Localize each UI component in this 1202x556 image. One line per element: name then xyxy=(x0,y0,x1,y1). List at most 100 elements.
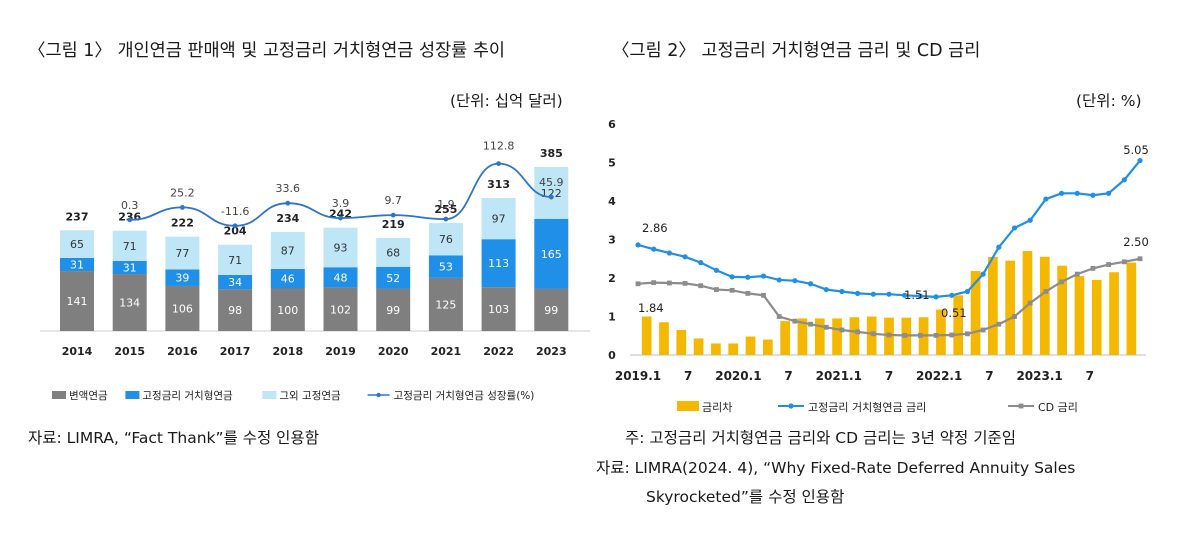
cd-rate-point xyxy=(745,291,751,296)
data-label: 0.51 xyxy=(941,306,967,320)
growth-point xyxy=(390,212,396,218)
annuity-rate-point xyxy=(776,277,782,283)
bar-segment xyxy=(270,231,305,269)
growth-value-label: 9.7 xyxy=(384,194,402,207)
legend-swatch xyxy=(125,391,140,399)
bar-value-label: 93 xyxy=(334,241,348,254)
x-tick-label: 2016 xyxy=(167,345,198,358)
x-tick-label: 2015 xyxy=(114,345,145,358)
bar-value-label: 31 xyxy=(123,261,137,274)
spread-bar xyxy=(659,322,669,355)
bar-segment xyxy=(481,287,516,331)
spread-bar xyxy=(970,271,981,355)
growth-value-label: 1.9 xyxy=(437,198,455,211)
cd-rate-point xyxy=(855,329,861,335)
cd-rate-point xyxy=(1106,262,1112,267)
bar-segment xyxy=(534,166,569,219)
x-tick-label: 2020 xyxy=(378,345,409,358)
cd-rate-point xyxy=(870,331,876,337)
bar-segment xyxy=(376,288,411,331)
spread-bar xyxy=(762,339,773,355)
cd-rate-point xyxy=(1090,265,1096,271)
cd-rate-point xyxy=(666,280,672,286)
annuity-rate-point xyxy=(855,290,861,296)
annuity-rate-point xyxy=(823,286,829,293)
bar-value-label: 39 xyxy=(175,272,189,285)
spread-bar xyxy=(780,321,790,355)
annuity-rate-point xyxy=(839,288,845,295)
growth-point xyxy=(338,215,343,221)
annuity-rate-point xyxy=(902,292,908,298)
spread-bar xyxy=(1005,260,1016,355)
spread-bar xyxy=(1126,262,1137,355)
cd-rate-point xyxy=(965,331,970,337)
legend-swatch xyxy=(262,391,277,399)
x-tick-label: 7 xyxy=(885,369,893,383)
growth-value-label: 45.9 xyxy=(539,176,564,189)
legend-label: 고정금리 거치형연금 성장률(%) xyxy=(394,390,535,402)
bar-segment xyxy=(112,274,147,331)
bar-total-label: 385 xyxy=(540,147,563,160)
bar-value-label: 103 xyxy=(488,303,509,316)
x-tick-label: 2019.1 xyxy=(615,369,661,383)
annuity-rate-point xyxy=(698,260,704,266)
bar-segment xyxy=(534,288,569,331)
annuity-rate-point xyxy=(1043,196,1049,202)
bar-segment xyxy=(218,244,253,275)
bar-value-label: 102 xyxy=(330,303,351,316)
cd-rate-point xyxy=(823,324,829,330)
x-tick-label: 2021.1 xyxy=(816,369,862,383)
bar-value-label: 71 xyxy=(228,254,242,267)
chart2-rates: 0 1 2 3 4 5 6 2.86 1.84 1.51 0.51 5.05 2.50 2019.1 7 20… xyxy=(608,118,1149,414)
annuity-rate-point xyxy=(682,254,688,260)
bar-segment xyxy=(60,271,94,331)
annuity-rate-point xyxy=(651,246,657,252)
cd-rate-point xyxy=(729,287,735,293)
legend-label: 그외 고정연금 xyxy=(279,390,341,402)
annuity-rate-point xyxy=(996,244,1002,250)
bar-segment xyxy=(428,277,463,331)
growth-value-label: 3.9 xyxy=(332,197,350,210)
annuity-rate-point xyxy=(870,291,876,297)
annuity-rate-point xyxy=(949,292,955,298)
bar-value-label: 65 xyxy=(70,238,84,251)
bar-total-label: 234 xyxy=(276,212,299,225)
y-tick-label: 3 xyxy=(608,234,616,247)
legend-label: 고정금리 거치형연금 xyxy=(142,390,233,402)
growth-value-label: 112.8 xyxy=(483,140,515,153)
y-tick-label: 6 xyxy=(608,118,616,131)
bar-value-label: 125 xyxy=(435,298,456,311)
bar-segment xyxy=(323,287,358,331)
chart1-stacked-bar: 1413165237201413431712362015106397722220… xyxy=(40,140,590,402)
bar-segment xyxy=(270,288,305,331)
bar-segment xyxy=(428,255,463,278)
annuity-rate-point xyxy=(964,288,971,295)
annuity-rate-point xyxy=(760,273,767,279)
bar-total-label: 255 xyxy=(434,203,457,216)
spread-bar xyxy=(1057,265,1067,355)
growth-point xyxy=(180,205,185,210)
x-tick-label: 2017 xyxy=(220,345,251,358)
figure2-source-line1: 자료: LIMRA(2024. 4), “Why Fixed-Rate Defe… xyxy=(596,459,1076,477)
annuity-rate-point xyxy=(807,281,814,287)
bar-segment xyxy=(428,223,463,256)
growth-point xyxy=(285,200,291,206)
x-tick-label: 2021 xyxy=(431,345,462,358)
legend-label: 변액연금 xyxy=(69,390,108,402)
annuity-rate-point xyxy=(917,293,923,299)
cd-rate-point xyxy=(682,280,688,286)
x-tick-label: 2019 xyxy=(325,345,356,358)
y-tick-label: 2 xyxy=(608,272,616,285)
bar-value-label: 98 xyxy=(228,304,242,317)
bar-total-label: 222 xyxy=(171,217,194,230)
figure1-title: 〈그림 1〉 개인연금 판매액 및 고정금리 거치형연금 성장률 추이 xyxy=(28,41,506,61)
spread-bar xyxy=(797,318,808,355)
bar-total-label: 237 xyxy=(66,210,89,223)
spread-bar xyxy=(1074,276,1085,355)
bar-segment xyxy=(112,230,147,261)
bar-segment xyxy=(60,257,94,272)
bar-segment xyxy=(165,285,200,331)
annuity-rate-point xyxy=(1090,192,1096,198)
data-label: 1.51 xyxy=(904,288,930,302)
bar-value-label: 34 xyxy=(228,276,242,289)
